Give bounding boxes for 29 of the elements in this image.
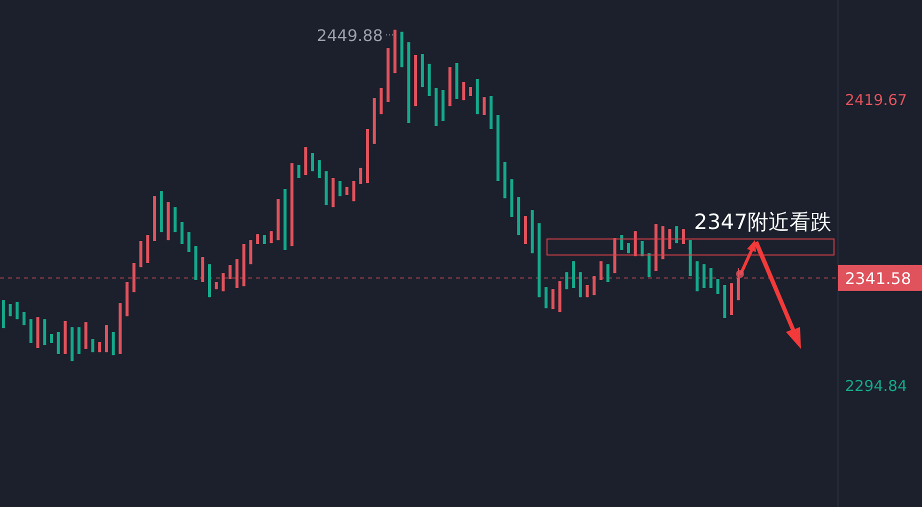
candlestick (22, 312, 26, 326)
candlestick (606, 264, 610, 283)
candlestick (620, 234, 624, 250)
candlestick (56, 331, 60, 354)
candlestick (359, 167, 362, 184)
candlestick (648, 252, 651, 278)
candlestick (565, 272, 568, 290)
candlestick (482, 96, 486, 116)
candlestick (551, 288, 554, 310)
candlestick (709, 268, 712, 288)
candlestick (682, 228, 685, 244)
candlestick (586, 284, 589, 298)
candlestick (318, 160, 321, 179)
annotation: 2347附近看跌 (694, 210, 832, 234)
candlestick (180, 222, 184, 244)
candlestick (91, 338, 94, 353)
ref-line-label: 2341.58 (845, 268, 912, 288)
candlestick (29, 318, 32, 344)
candlestick (8, 304, 12, 317)
candlestick (187, 232, 190, 253)
y-tick-label: 2294.84 (845, 377, 908, 396)
candlestick (544, 286, 548, 309)
candlestick (702, 264, 706, 288)
candlestick (462, 82, 466, 101)
candlestick (256, 234, 260, 244)
candlestick (716, 278, 720, 294)
candlestick (311, 152, 314, 172)
y-tick-label: 2419.67 (845, 91, 908, 110)
annotation: 2449.88 (316, 26, 383, 45)
